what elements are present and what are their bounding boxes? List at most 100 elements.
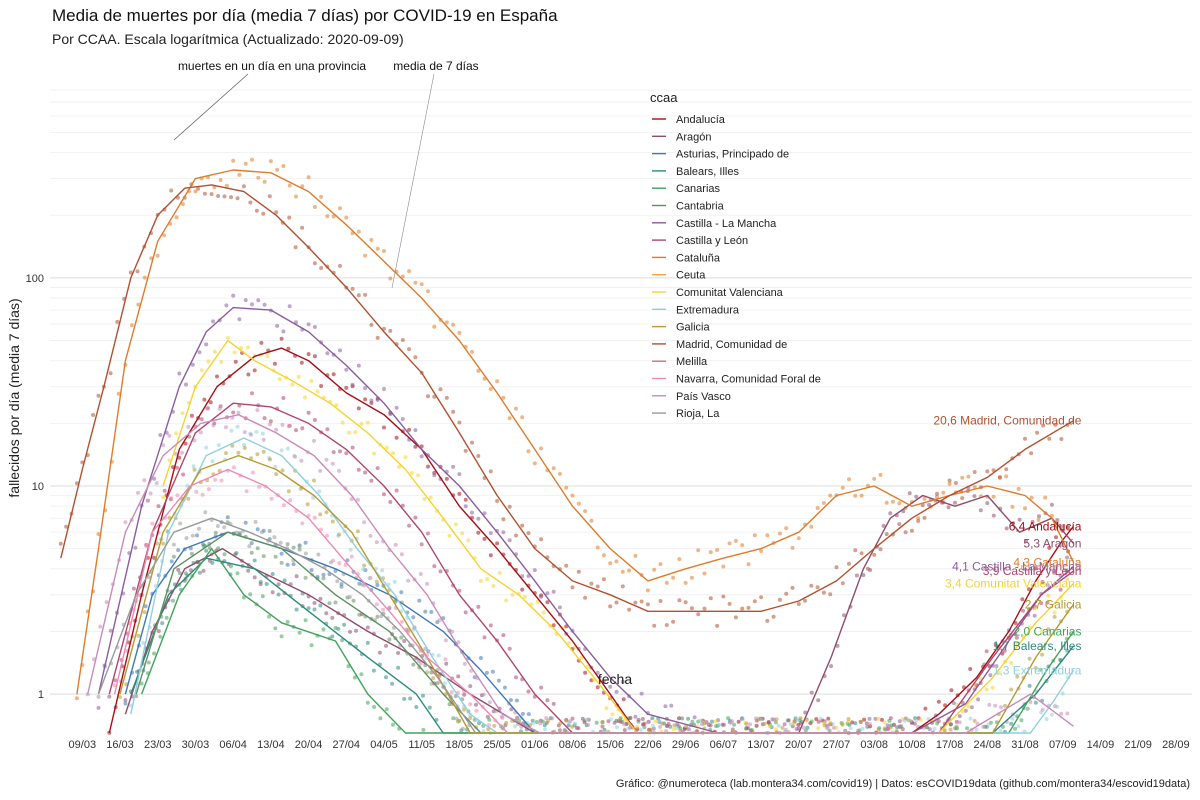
x-tick-label: 16/03: [106, 739, 134, 751]
data-point: [200, 492, 205, 497]
x-tick-label: 03/08: [860, 739, 888, 751]
data-point: [865, 566, 870, 571]
data-point: [375, 397, 380, 402]
data-point: [91, 413, 96, 417]
data-point: [638, 727, 643, 732]
data-point: [981, 724, 986, 729]
data-point: [391, 722, 395, 727]
data-point: [167, 433, 172, 438]
data-point: [601, 679, 606, 684]
data-point: [296, 374, 301, 379]
data-point: [363, 470, 368, 475]
data-point: [1036, 517, 1041, 522]
data-point: [858, 719, 863, 724]
legend-item-label: Ceuta: [676, 270, 706, 282]
data-point: [683, 600, 688, 605]
data-point: [803, 710, 808, 715]
data-point: [636, 717, 641, 722]
data-point: [595, 545, 600, 550]
data-point: [426, 394, 430, 399]
data-point: [180, 411, 185, 416]
data-point: [286, 346, 291, 351]
data-point: [324, 611, 329, 616]
data-point: [602, 727, 607, 732]
data-point: [169, 496, 174, 501]
data-point: [633, 553, 638, 558]
data-point: [809, 719, 814, 724]
data-point: [142, 478, 147, 483]
data-point: [608, 561, 613, 566]
data-point: [230, 443, 235, 448]
series-line-3: [130, 557, 1075, 734]
data-point: [235, 571, 240, 576]
data-point: [150, 521, 155, 526]
data-point: [74, 696, 79, 701]
data-point: [218, 178, 223, 182]
data-point: [595, 584, 600, 589]
data-point: [278, 540, 283, 545]
data-point: [1010, 504, 1015, 509]
data-point: [222, 525, 227, 530]
data-point: [526, 531, 531, 536]
data-point: [942, 728, 947, 733]
data-point: [612, 720, 617, 725]
data-point: [478, 656, 483, 660]
data-point: [920, 503, 925, 508]
data-point: [339, 584, 344, 589]
data-point: [225, 515, 230, 520]
data-point: [880, 717, 884, 722]
data-point: [344, 385, 349, 390]
data-point: [348, 629, 352, 634]
data-point: [834, 565, 839, 570]
data-point: [864, 721, 869, 726]
data-point: [319, 266, 324, 270]
data-point: [375, 466, 380, 471]
data-point: [1029, 495, 1034, 500]
data-point: [1004, 526, 1009, 531]
data-point: [652, 623, 657, 628]
series-end-label: 6,4 Andalucía: [1009, 519, 1082, 533]
data-point: [413, 280, 418, 285]
data-point: [216, 443, 221, 448]
data-point: [164, 615, 169, 620]
data-point: [948, 722, 953, 727]
data-point: [680, 716, 685, 721]
data-point: [243, 520, 248, 525]
data-point: [1028, 700, 1033, 704]
data-point: [683, 580, 688, 585]
data-point: [586, 722, 591, 727]
data-point: [487, 700, 492, 705]
data-point: [96, 393, 101, 398]
data-point: [504, 598, 509, 603]
data-point: [796, 602, 801, 606]
data-point: [204, 342, 209, 347]
data-point: [935, 494, 939, 499]
data-point: [369, 478, 374, 483]
data-point: [891, 499, 895, 504]
data-point: [658, 599, 663, 603]
data-point: [325, 427, 330, 432]
data-point: [174, 215, 179, 220]
data-point: [426, 531, 430, 536]
data-point: [144, 543, 149, 548]
data-point: [426, 464, 430, 469]
data-point: [853, 721, 858, 726]
data-point: [365, 625, 370, 630]
data-point: [1023, 506, 1027, 511]
data-point: [388, 500, 393, 504]
data-point: [378, 716, 383, 721]
data-point: [777, 597, 782, 602]
data-point: [184, 536, 189, 541]
x-tick-label: 18/05: [446, 739, 474, 751]
data-point: [305, 502, 310, 507]
data-point: [620, 679, 625, 684]
data-point: [331, 372, 336, 377]
data-point: [279, 551, 284, 556]
data-point: [765, 618, 770, 623]
data-point: [541, 610, 546, 615]
data-point: [225, 336, 230, 340]
data-point: [197, 350, 202, 355]
data-point: [267, 614, 272, 619]
data-point: [418, 572, 423, 576]
data-point: [972, 494, 977, 499]
